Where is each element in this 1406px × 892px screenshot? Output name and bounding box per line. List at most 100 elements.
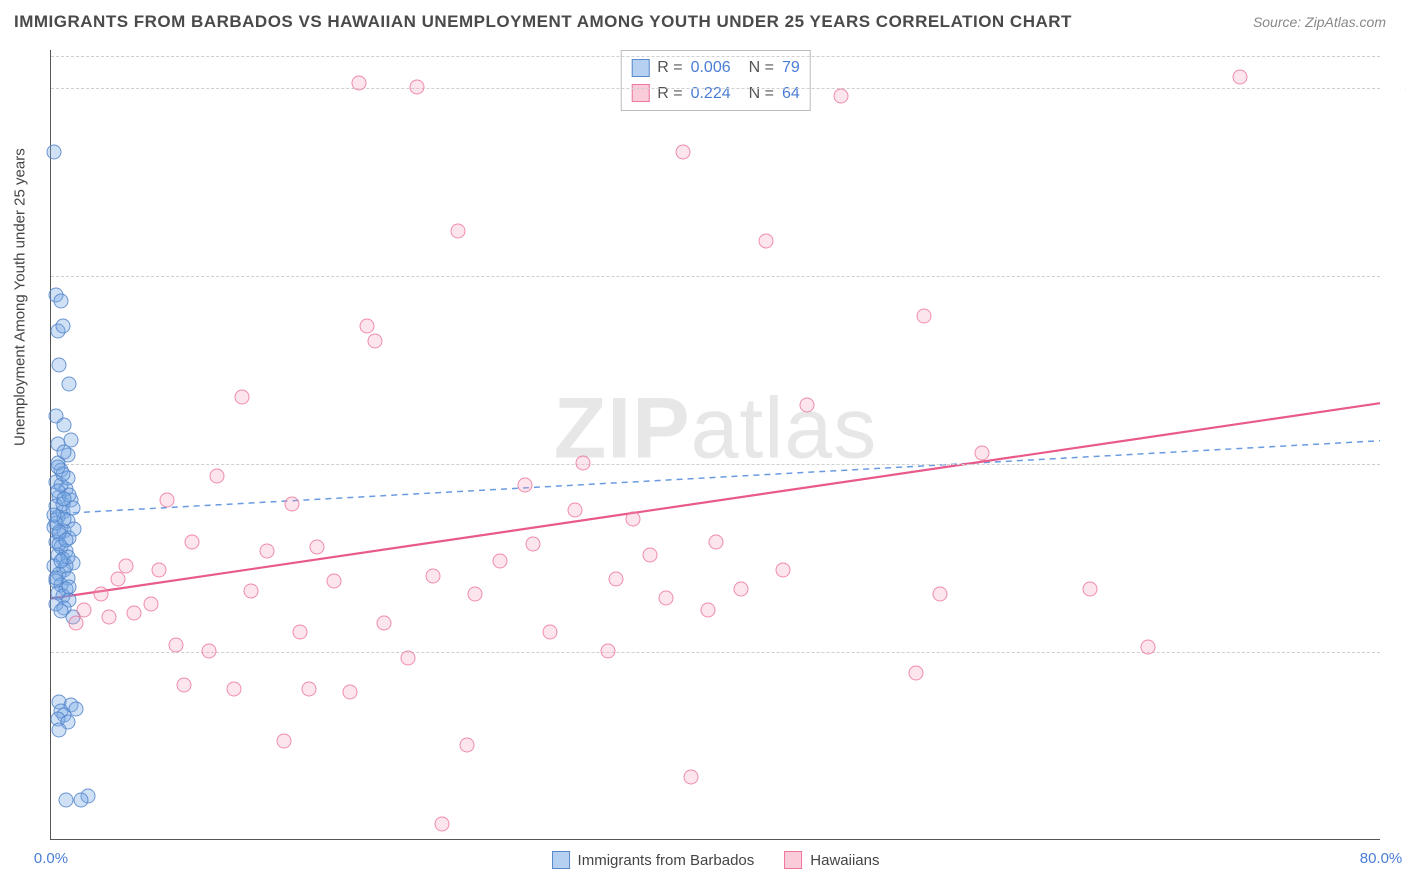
scatter-point	[933, 587, 948, 602]
scatter-point	[301, 681, 316, 696]
scatter-point	[1232, 70, 1247, 85]
scatter-point	[492, 553, 507, 568]
scatter-point	[359, 318, 374, 333]
scatter-point	[376, 615, 391, 630]
scatter-point	[733, 581, 748, 596]
scatter-point	[659, 591, 674, 606]
scatter-point	[110, 572, 125, 587]
legend-label-pink: Hawaiians	[810, 852, 879, 869]
source-attribution: Source: ZipAtlas.com	[1253, 14, 1386, 30]
scatter-point	[57, 491, 72, 506]
trend-line-blue	[51, 441, 1380, 514]
scatter-point	[467, 587, 482, 602]
legend-r-value-pink: 0.224	[691, 81, 731, 107]
scatter-point	[57, 418, 72, 433]
scatter-point	[758, 233, 773, 248]
gridline	[51, 652, 1380, 653]
gridline	[51, 276, 1380, 277]
gridline	[51, 56, 1380, 57]
scatter-point	[168, 638, 183, 653]
scatter-point	[47, 145, 62, 160]
legend-r-label: R =	[657, 81, 682, 107]
scatter-point	[401, 651, 416, 666]
scatter-point	[1141, 640, 1156, 655]
legend-swatch-pink	[784, 851, 802, 869]
scatter-point	[526, 536, 541, 551]
scatter-point	[50, 459, 65, 474]
scatter-point	[609, 572, 624, 587]
scatter-point	[143, 596, 158, 611]
scatter-point	[642, 547, 657, 562]
gridline	[51, 464, 1380, 465]
legend-r-label: R =	[657, 55, 682, 81]
scatter-point	[201, 643, 216, 658]
y-axis-label: Unemployment Among Youth under 25 years	[12, 148, 29, 446]
legend-swatch-blue	[552, 851, 570, 869]
chart-plot-area: ZIPatlas R = 0.006 N = 79 R = 0.224 N = …	[50, 50, 1380, 840]
scatter-point	[210, 468, 225, 483]
scatter-point	[235, 389, 250, 404]
scatter-point	[47, 508, 62, 523]
scatter-point	[326, 574, 341, 589]
scatter-point	[343, 685, 358, 700]
scatter-point	[700, 602, 715, 617]
scatter-point	[260, 544, 275, 559]
legend-row-pink: R = 0.224 N = 64	[631, 81, 800, 107]
scatter-point	[63, 433, 78, 448]
trend-lines-svg	[51, 50, 1380, 839]
legend-item-pink: Hawaiians	[784, 851, 879, 869]
scatter-point	[177, 677, 192, 692]
scatter-point	[127, 606, 142, 621]
chart-title: IMMIGRANTS FROM BARBADOS VS HAWAIIAN UNE…	[14, 12, 1072, 32]
scatter-point	[908, 666, 923, 681]
scatter-point	[185, 534, 200, 549]
scatter-point	[243, 583, 258, 598]
scatter-point	[52, 722, 67, 737]
trend-line-pink	[51, 403, 1380, 598]
scatter-point	[833, 89, 848, 104]
scatter-point	[77, 602, 92, 617]
x-tick-label: 80.0%	[1360, 850, 1403, 867]
scatter-point	[73, 792, 88, 807]
scatter-point	[459, 737, 474, 752]
scatter-point	[426, 568, 441, 583]
scatter-point	[409, 79, 424, 94]
scatter-point	[102, 610, 117, 625]
x-tick-label: 0.0%	[34, 850, 68, 867]
watermark-bold: ZIP	[554, 380, 691, 476]
scatter-point	[709, 534, 724, 549]
scatter-point	[62, 376, 77, 391]
scatter-point	[542, 625, 557, 640]
scatter-point	[68, 615, 83, 630]
scatter-point	[684, 769, 699, 784]
legend-item-blue: Immigrants from Barbados	[552, 851, 755, 869]
scatter-point	[1083, 581, 1098, 596]
legend-n-value-pink: 64	[782, 81, 800, 107]
scatter-point	[55, 318, 70, 333]
scatter-point	[800, 397, 815, 412]
scatter-point	[434, 816, 449, 831]
scatter-point	[53, 604, 68, 619]
scatter-point	[93, 587, 108, 602]
scatter-point	[567, 502, 582, 517]
scatter-point	[916, 309, 931, 324]
scatter-point	[451, 224, 466, 239]
legend-n-label: N =	[749, 81, 774, 107]
legend-row-blue: R = 0.006 N = 79	[631, 55, 800, 81]
watermark-light: atlas	[691, 380, 878, 476]
scatter-point	[293, 625, 308, 640]
scatter-point	[675, 145, 690, 160]
scatter-point	[58, 792, 73, 807]
scatter-point	[310, 540, 325, 555]
scatter-point	[53, 294, 68, 309]
scatter-point	[62, 579, 77, 594]
scatter-point	[775, 563, 790, 578]
scatter-point	[152, 563, 167, 578]
correlation-legend: R = 0.006 N = 79 R = 0.224 N = 64	[620, 50, 811, 111]
scatter-point	[576, 455, 591, 470]
scatter-point	[351, 75, 366, 90]
scatter-point	[600, 643, 615, 658]
scatter-point	[118, 559, 133, 574]
legend-n-label: N =	[749, 55, 774, 81]
legend-label-blue: Immigrants from Barbados	[578, 852, 755, 869]
